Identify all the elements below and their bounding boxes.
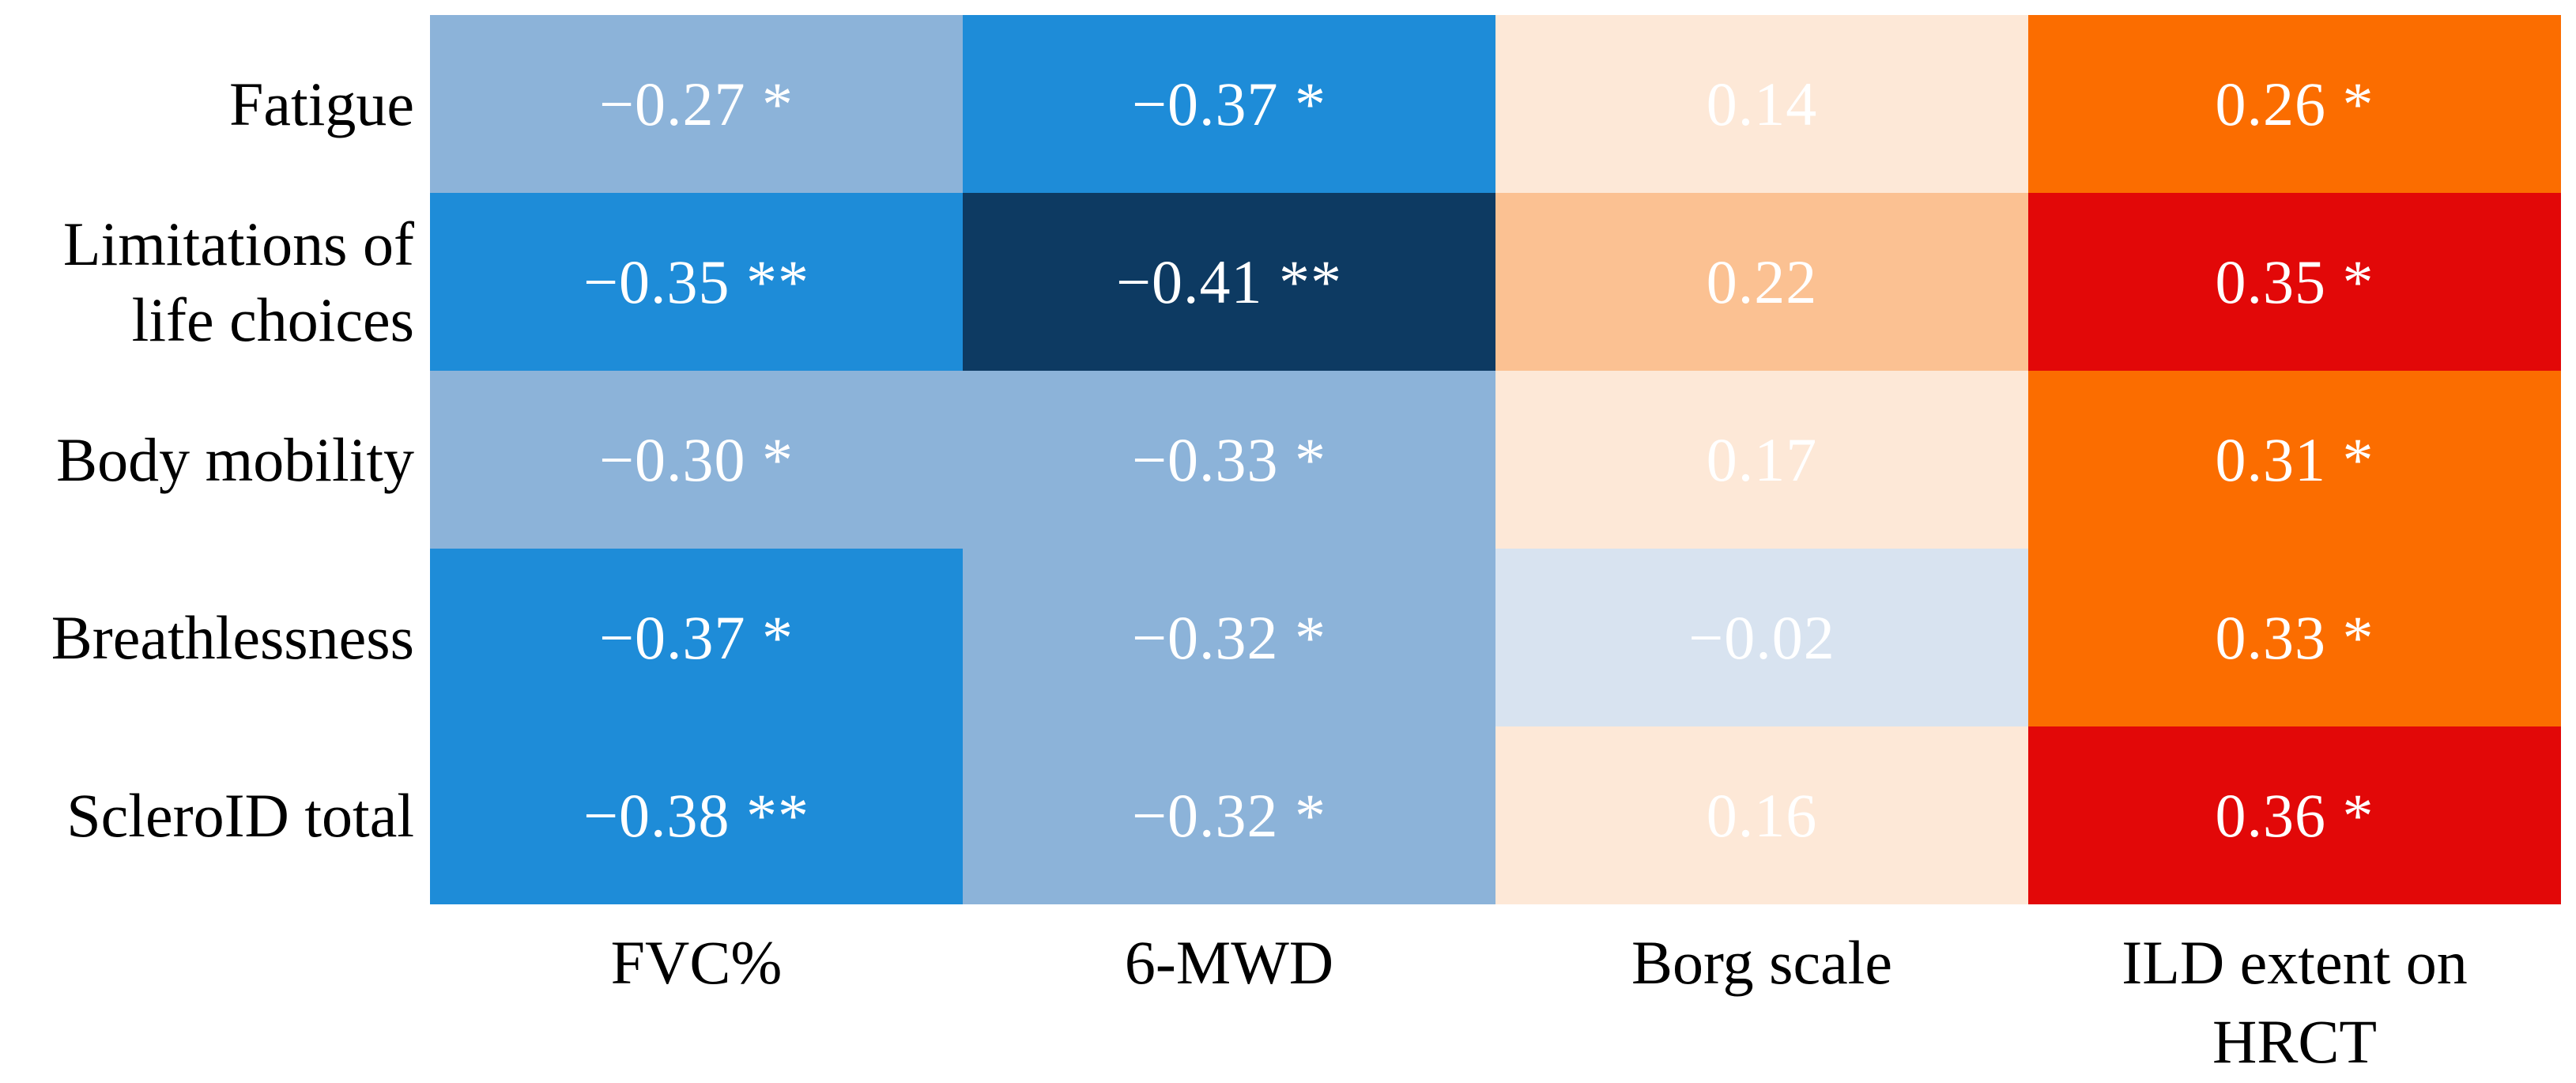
row-label-line: life choices [131, 285, 414, 354]
heatmap-cell: −0.37 * [963, 15, 1495, 193]
heatmap-cell: −0.27 * [430, 15, 963, 193]
col-label: FVC% [430, 923, 963, 1002]
cell-value: 0.22 [1706, 247, 1818, 316]
heatmap-cell: 0.17 [1495, 371, 2028, 549]
cell-value: −0.27 * [599, 69, 794, 138]
heatmap-cell: 0.16 [1495, 726, 2028, 904]
col-label-line: ILD extent on [2122, 928, 2468, 997]
col-label: Borg scale [1495, 923, 2028, 1002]
row-label-line: Fatigue [229, 69, 414, 138]
cell-value: −0.32 * [1132, 602, 1326, 672]
col-label: ILD extent on HRCT [2028, 923, 2561, 1081]
heatmap-cell: 0.26 * [2028, 15, 2561, 193]
heatmap-cell: 0.33 * [2028, 549, 2561, 726]
heatmap-cell: −0.33 * [963, 371, 1495, 549]
row-label: Body mobility [0, 371, 422, 549]
row-label: ScleroID total [0, 726, 422, 904]
row-label: Limitations of life choices [0, 193, 422, 371]
cell-value: 0.16 [1706, 780, 1818, 850]
heatmap-cell: −0.32 * [963, 549, 1495, 726]
heatmap-cell: 0.35 * [2028, 193, 2561, 371]
heatmap-cell: −0.32 * [963, 726, 1495, 904]
heatmap-cell: −0.38 ** [430, 726, 963, 904]
cell-value: −0.32 * [1132, 780, 1326, 850]
cell-value: 0.26 * [2215, 69, 2374, 138]
row-label: Fatigue [0, 15, 422, 193]
row-label: Breathlessness [0, 549, 422, 726]
heatmap-cell: −0.37 * [430, 549, 963, 726]
heatmap-cell: −0.35 ** [430, 193, 963, 371]
col-label-line: FVC% [610, 928, 783, 997]
cell-value: −0.35 ** [583, 247, 809, 316]
row-label-line: ScleroID total [66, 780, 414, 850]
heatmap-cell: −0.30 * [430, 371, 963, 549]
cell-value: 0.14 [1706, 69, 1818, 138]
col-label-line: HRCT [2212, 1007, 2378, 1076]
cell-value: −0.30 * [599, 425, 794, 494]
heatmap-cell: 0.14 [1495, 15, 2028, 193]
cell-value: −0.02 [1688, 602, 1835, 672]
col-label-line: Borg scale [1631, 928, 1892, 997]
cell-value: −0.33 * [1132, 425, 1326, 494]
heatmap-cell: −0.41 ** [963, 193, 1495, 371]
cell-value: 0.35 * [2215, 247, 2374, 316]
cell-value: −0.38 ** [583, 780, 809, 850]
row-label-line: Limitations of [62, 209, 414, 278]
col-label-line: 6-MWD [1124, 928, 1334, 997]
col-label: 6-MWD [963, 923, 1495, 1002]
cell-value: −0.37 * [1132, 69, 1326, 138]
heatmap-cell: 0.22 [1495, 193, 2028, 371]
cell-value: −0.37 * [599, 602, 794, 672]
row-label-line: Body mobility [56, 425, 414, 494]
cell-value: 0.17 [1706, 425, 1818, 494]
cell-value: −0.41 ** [1116, 247, 1342, 316]
heatmap-cell: −0.02 [1495, 549, 2028, 726]
cell-value: 0.31 * [2215, 425, 2374, 494]
cell-value: 0.36 * [2215, 780, 2374, 850]
heatmap-cell: 0.31 * [2028, 371, 2561, 549]
cell-value: 0.33 * [2215, 602, 2374, 672]
row-label-line: Breathlessness [51, 602, 414, 672]
heatmap-cell: 0.36 * [2028, 726, 2561, 904]
